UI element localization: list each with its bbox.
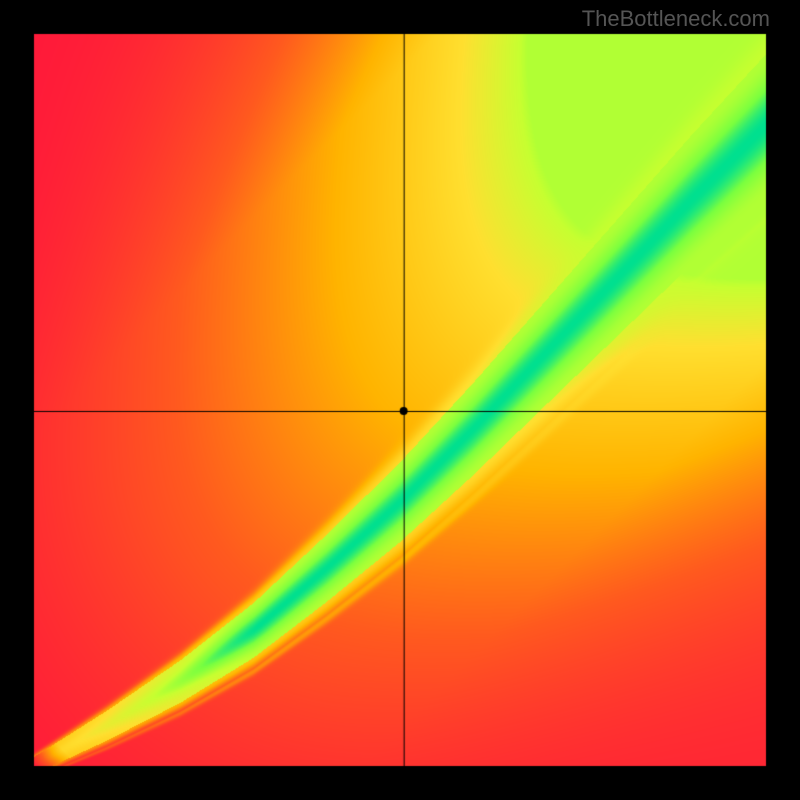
chart-container: { "watermark": { "text": "TheBottleneck.… <box>0 0 800 800</box>
bottleneck-heatmap-canvas <box>0 0 800 800</box>
watermark-text: TheBottleneck.com <box>582 6 770 32</box>
